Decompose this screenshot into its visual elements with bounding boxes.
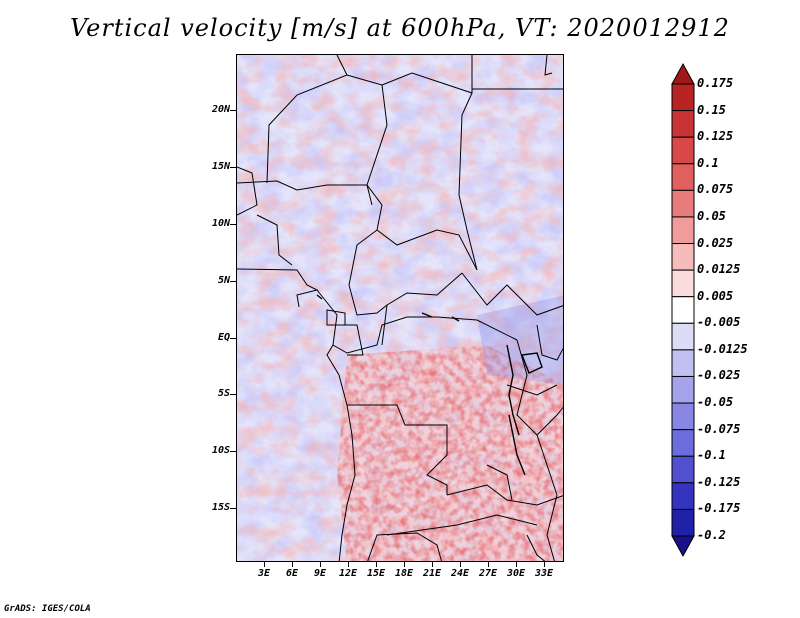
colorbar-label: -0.025 (697, 368, 741, 383)
colorbar-swatch (671, 136, 695, 165)
lat-tick (230, 281, 236, 282)
colorbar-label: 0.005 (697, 288, 734, 303)
lon-tick (348, 562, 349, 567)
colorbar-swatch (671, 163, 695, 191)
colorbar-label: -0.175 (697, 501, 741, 516)
colorbar-label: 0.125 (697, 129, 734, 144)
credit-text: GrADS: IGES/COLA (4, 604, 91, 614)
colorbar-label: -0.05 (697, 395, 734, 410)
lon-label: 30E (506, 568, 526, 579)
lat-label: 15N (211, 161, 230, 172)
colorbar-label: -0.0125 (697, 341, 748, 356)
lat-tick (230, 451, 236, 452)
colorbar-swatch (671, 455, 695, 484)
lat-label: 5N (217, 275, 230, 286)
lon-tick (376, 562, 377, 567)
lat-tick (230, 394, 236, 395)
lat-tick (230, 508, 236, 509)
colorbar-swatch (671, 216, 695, 245)
lat-label: 10S (211, 445, 230, 456)
colorbar-swatch (671, 296, 695, 324)
colorbar-swatch (671, 110, 695, 138)
colorbar-label: -0.075 (697, 421, 741, 436)
lon-label: 18E (394, 568, 414, 579)
lon-label: 15E (366, 568, 386, 579)
colorbar-swatch (671, 429, 695, 457)
colorbar-swatch (671, 482, 695, 510)
lon-label: 12E (338, 568, 358, 579)
lon-tick (544, 562, 545, 567)
lat-tick (230, 338, 236, 339)
colorbar-label: 0.05 (697, 208, 726, 223)
colorbar (671, 62, 695, 558)
colorbar-swatch (671, 322, 695, 351)
lat-label: 10N (211, 218, 230, 229)
lon-tick (264, 562, 265, 567)
colorbar-swatch (671, 243, 695, 271)
lon-tick (488, 562, 489, 567)
lon-label: 21E (422, 568, 442, 579)
lon-tick (292, 562, 293, 567)
lat-label: 15S (211, 502, 230, 513)
colorbar-label: -0.2 (697, 528, 726, 542)
lakes (316, 294, 543, 476)
lat-tick (230, 110, 236, 111)
colorbar-label: 0.175 (697, 76, 734, 90)
colorbar-arrow-bottom (671, 535, 695, 558)
lon-tick (432, 562, 433, 567)
colorbar-label: -0.1 (697, 448, 726, 463)
lat-label: 20N (211, 104, 230, 115)
colorbar-label: 0.075 (697, 182, 734, 197)
lon-label: 6E (285, 568, 299, 579)
lon-tick (404, 562, 405, 567)
velocity-field (237, 55, 563, 561)
lon-label: 27E (478, 568, 498, 579)
colorbar-label: -0.005 (697, 315, 741, 330)
lat-label: EQ (217, 332, 230, 343)
lon-label: 3E (257, 568, 271, 579)
colorbar-swatch (671, 269, 695, 298)
lon-label: 9E (313, 568, 327, 579)
colorbar-swatch (671, 508, 695, 537)
lon-label: 33E (534, 568, 554, 579)
colorbar-arrow-top (671, 62, 695, 85)
colorbar-swatch (671, 402, 695, 431)
colorbar-label: -0.125 (697, 474, 741, 489)
colorbar-label: 0.15 (697, 102, 726, 117)
map-panel (236, 54, 564, 562)
colorbar-swatch (671, 375, 695, 404)
chart-title: Vertical velocity [m/s] at 600hPa, VT: 2… (70, 14, 730, 42)
lon-tick (320, 562, 321, 567)
colorbar-label: 0.1 (697, 155, 719, 170)
colorbar-swatch (671, 189, 695, 218)
lat-tick (230, 224, 236, 225)
lat-tick (230, 167, 236, 168)
lon-tick (460, 562, 461, 567)
lon-label: 24E (450, 568, 470, 579)
colorbar-label: 0.025 (697, 235, 734, 250)
colorbar-label: 0.0125 (697, 262, 741, 277)
colorbar-swatch (671, 349, 695, 377)
lon-tick (516, 562, 517, 567)
country-borders (237, 55, 563, 561)
lat-label: 5S (217, 388, 230, 399)
colorbar-swatch (671, 83, 695, 112)
